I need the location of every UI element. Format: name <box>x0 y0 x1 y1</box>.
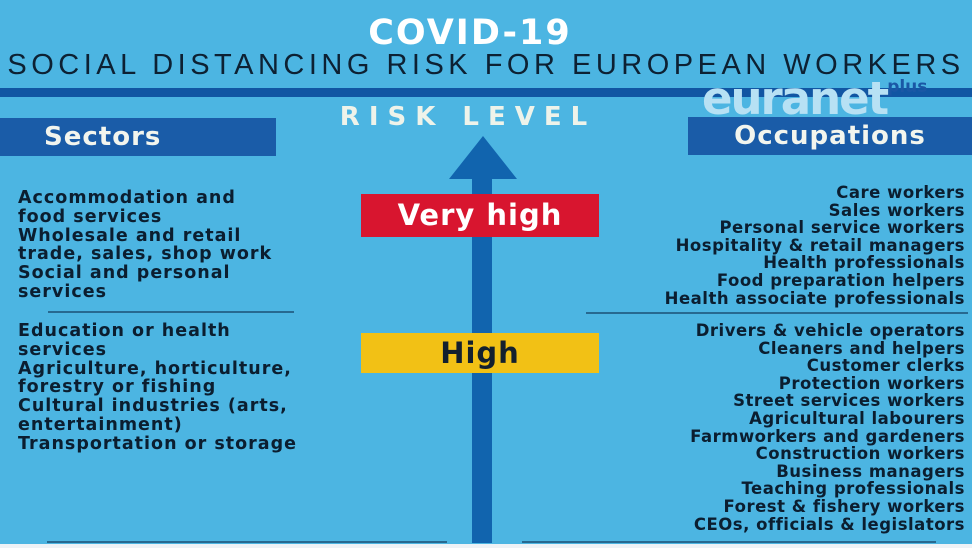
list-item: Protection workers <box>778 373 965 393</box>
sectors-very-high-list: Accommodation and food services Wholesale… <box>18 189 348 302</box>
page-subtitle: SOCIAL DISTANCING RISK FOR EUROPEAN WORK… <box>7 49 965 81</box>
list-item: Accommodation and food services <box>18 188 236 227</box>
occupations-high-list: Drivers & vehicle operators Cleaners and … <box>565 322 965 533</box>
left-bottom-divider <box>47 541 447 543</box>
page-title: COVID-19 <box>368 13 572 53</box>
risk-level-axis-label: RISK LEVEL <box>339 102 597 132</box>
sectors-column-header: Sectors <box>0 118 276 156</box>
sectors-high-list: Education or health services Agriculture,… <box>18 322 348 454</box>
list-item: Business managers <box>776 461 965 481</box>
list-item: CEOs, officials & legislators <box>693 514 965 534</box>
right-section-divider <box>586 312 968 314</box>
risk-band-high: High <box>361 333 599 373</box>
list-item: Care workers <box>836 183 965 202</box>
list-item: Agriculture, horticulture, forestry or f… <box>18 358 292 398</box>
left-section-divider <box>48 311 294 313</box>
list-item: Health professionals <box>763 253 965 273</box>
risk-arrow-up-icon <box>449 136 517 179</box>
list-item: Drivers & vehicle operators <box>695 321 965 340</box>
occupations-column-header: Occupations <box>688 117 972 155</box>
list-item: Transportation or storage <box>18 433 298 454</box>
right-bottom-divider <box>522 541 936 543</box>
list-item: Agricultural labourers <box>749 408 965 428</box>
logo-plus-superscript: plus <box>887 77 928 97</box>
list-item: Hospitality & retail managers <box>675 235 965 255</box>
list-item: Customer clerks <box>806 356 965 376</box>
header-rule <box>0 88 972 97</box>
list-item: Street services workers <box>733 391 965 411</box>
list-item: Social and personal services <box>18 263 231 302</box>
euranet-plus-logo: euranetplus <box>702 72 927 125</box>
list-item: Cultural industries (arts, entertainment… <box>18 396 288 435</box>
list-item: Wholesale and retail trade, sales, shop … <box>18 225 273 265</box>
list-item: Cleaners and helpers <box>758 338 965 358</box>
list-item: Personal service workers <box>719 218 965 238</box>
list-item: Teaching professionals <box>741 479 965 499</box>
list-item: Education or health services <box>18 321 231 360</box>
list-item: Food preparation helpers <box>716 270 965 290</box>
list-item: Forest & fishery workers <box>723 496 965 516</box>
list-item: Health associate professionals <box>664 288 965 308</box>
bottom-edge-strip <box>0 544 972 548</box>
list-item: Farmworkers and gardeners <box>690 426 965 446</box>
occupations-very-high-list: Care workers Sales workers Personal servic… <box>565 184 965 307</box>
risk-band-very-high: Very high <box>361 194 599 237</box>
logo-wordmark: euranet <box>702 72 889 125</box>
list-item: Construction workers <box>755 444 965 464</box>
list-item: Sales workers <box>828 200 965 220</box>
